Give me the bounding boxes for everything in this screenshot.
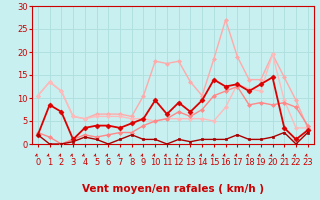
X-axis label: Vent moyen/en rafales ( km/h ): Vent moyen/en rafales ( km/h ) [82, 184, 264, 194]
